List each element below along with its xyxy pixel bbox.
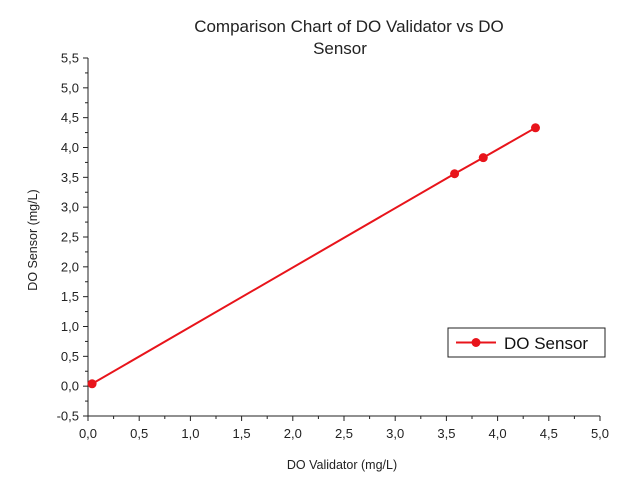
x-axis-ticks: 0,0 0,5 1,0 1,5 2,0 2,5 3,0 3,5 4,0 4,5 5,0 [79, 416, 609, 441]
y-tick-label: 3,0 [61, 200, 79, 215]
y-tick-label: 5,5 [61, 51, 79, 66]
x-tick-label: 1,5 [233, 426, 251, 441]
y-axis-label: DO Sensor (mg/L) [26, 189, 40, 290]
x-tick-label: 5,0 [591, 426, 609, 441]
y-tick-label: 5,0 [61, 80, 79, 95]
y-tick-label: 0,0 [61, 379, 79, 394]
y-tick-label: 1,5 [61, 289, 79, 304]
legend-label-do-sensor: DO Sensor [504, 334, 588, 353]
y-tick-label: -0,5 [57, 409, 79, 424]
x-tick-label: 4,0 [489, 426, 507, 441]
y-tick-label: 2,0 [61, 259, 79, 274]
x-tick-label: 2,0 [284, 426, 302, 441]
series-layer [87, 123, 540, 389]
y-tick-label: 0,5 [61, 349, 79, 364]
x-tick-label: 1,0 [181, 426, 199, 441]
y-tick-label: 1,0 [61, 319, 79, 334]
x-tick-label: 2,5 [335, 426, 353, 441]
x-tick-label: 3,0 [386, 426, 404, 441]
y-axis-ticks: -0,5 0,0 0,5 1,0 1,5 2,0 2,5 3,0 3,5 4,0 4,5 5,0 5,5 [57, 51, 88, 424]
chart-title-line-2: Sensor [313, 39, 367, 58]
y-tick-label: 4,0 [61, 140, 79, 155]
y-tick-label: 2,5 [61, 230, 79, 245]
data-point [450, 169, 460, 179]
series-line-do-sensor [91, 126, 536, 385]
data-point [87, 379, 97, 389]
x-tick-label: 0,0 [79, 426, 97, 441]
y-tick-label: 3,5 [61, 170, 79, 185]
x-tick-label: 4,5 [540, 426, 558, 441]
legend: DO Sensor [447, 327, 606, 358]
legend-marker [471, 338, 481, 347]
chart-title-line-1: Comparison Chart of DO Validator vs DO [194, 17, 504, 36]
data-point [478, 153, 488, 163]
x-axis-label: DO Validator (mg/L) [287, 458, 397, 472]
x-tick-label: 0,5 [130, 426, 148, 441]
x-tick-label: 3,5 [437, 426, 455, 441]
y-tick-label: 4,5 [61, 110, 79, 125]
data-point [530, 123, 540, 133]
